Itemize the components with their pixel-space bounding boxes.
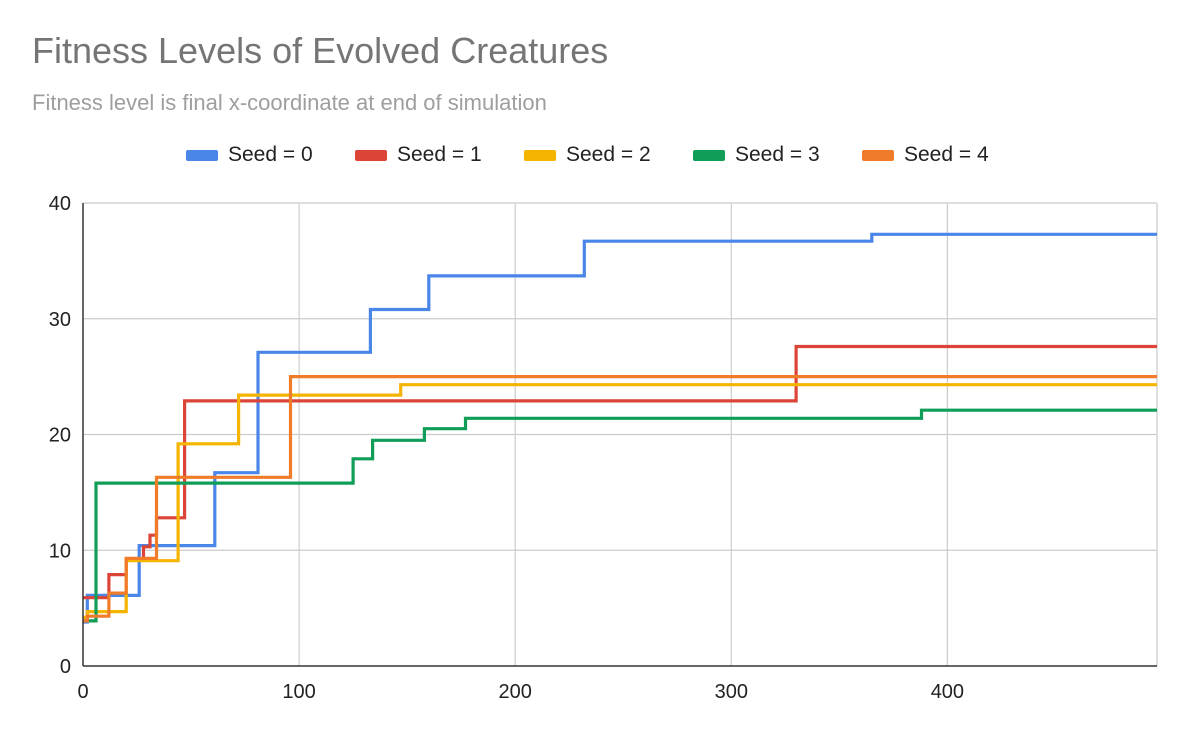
x-tick-label-200: 200 xyxy=(499,681,532,703)
y-tick-label-0: 0 xyxy=(60,656,71,678)
legend-item-seed-0[interactable]: Seed = 0 xyxy=(186,140,313,170)
legend-label-seed-4: Seed = 4 xyxy=(904,143,989,166)
x-tick-label-400: 400 xyxy=(931,681,964,703)
gridlines xyxy=(83,202,1158,666)
series-line-seed-1[interactable] xyxy=(83,344,1157,600)
legend-item-seed-4[interactable]: Seed = 4 xyxy=(862,140,989,170)
legend-swatch-seed-1 xyxy=(355,149,387,161)
legend-item-seed-3[interactable]: Seed = 3 xyxy=(693,140,820,170)
series-line-seed-3[interactable] xyxy=(83,408,1157,623)
legend-label-seed-0: Seed = 0 xyxy=(228,143,313,166)
series-line-seed-2[interactable] xyxy=(83,383,1157,619)
legend-item-seed-2[interactable]: Seed = 2 xyxy=(524,140,651,170)
chart-subtitle: Fitness level is final x-coordinate at e… xyxy=(32,90,547,115)
legend-swatch-seed-2 xyxy=(524,149,556,161)
series-line-seed-4[interactable] xyxy=(83,375,1157,623)
legend-swatch-seed-4 xyxy=(862,149,894,161)
y-tick-label-20: 20 xyxy=(49,425,71,447)
legend-swatch-seed-0 xyxy=(186,149,218,161)
legend-item-seed-1[interactable]: Seed = 1 xyxy=(355,140,482,170)
legend: Seed = 0 Seed = 1 Seed = 2 Seed = 3 Seed… xyxy=(0,140,1188,170)
series-line-seed-0[interactable] xyxy=(83,232,1157,624)
legend-label-seed-3: Seed = 3 xyxy=(735,143,820,166)
x-tick-label-0: 0 xyxy=(77,681,88,703)
series-layer xyxy=(83,232,1157,624)
legend-swatch-seed-3 xyxy=(693,149,725,161)
x-tick-label-300: 300 xyxy=(715,681,748,703)
y-tick-label-30: 30 xyxy=(49,309,71,331)
x-tick-label-100: 100 xyxy=(282,681,315,703)
legend-label-seed-1: Seed = 1 xyxy=(397,143,482,166)
chart-title: Fitness Levels of Evolved Creatures xyxy=(32,30,609,71)
legend-label-seed-2: Seed = 2 xyxy=(566,143,651,166)
y-tick-label-10: 10 xyxy=(49,540,71,562)
y-tick-label-40: 40 xyxy=(49,193,71,215)
